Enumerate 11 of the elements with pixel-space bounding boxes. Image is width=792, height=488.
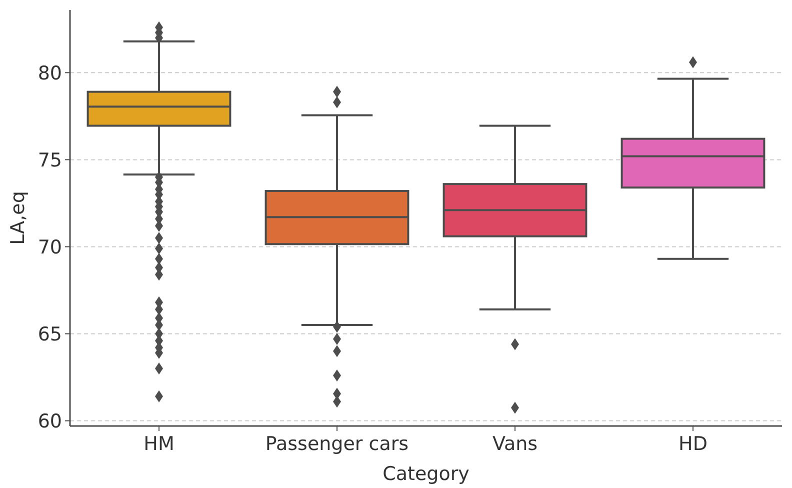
x-tick-label: HD	[678, 433, 708, 455]
x-tick-label: Vans	[492, 433, 538, 455]
y-tick-label: 70	[38, 236, 62, 258]
x-axis-title: Category	[382, 463, 470, 485]
x-tick-label: Passenger cars	[265, 433, 409, 455]
x-tick-label: HM	[144, 433, 174, 455]
y-tick-label: 75	[38, 149, 62, 172]
y-tick-label: 65	[38, 323, 62, 346]
y-tick-label: 80	[38, 62, 62, 84]
y-tick-label: 60	[38, 410, 62, 432]
y-axis-title: LA,eq	[7, 191, 29, 245]
